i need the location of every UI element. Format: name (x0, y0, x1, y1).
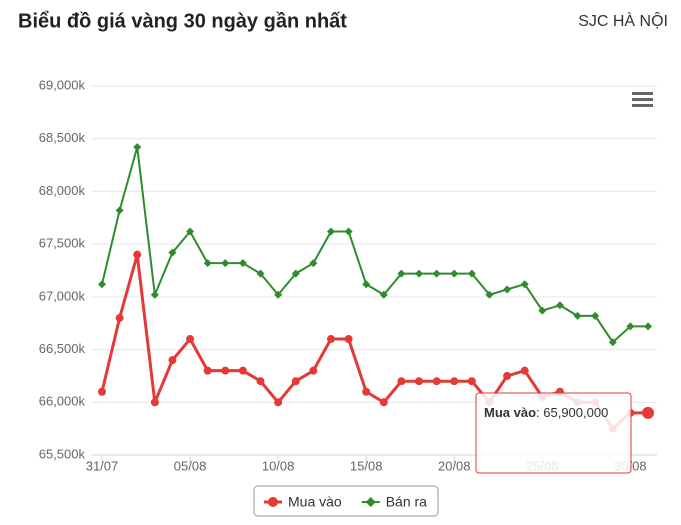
chart-subtitle: SJC HÀ NỘI (578, 11, 668, 30)
tooltip-value: 65,900,000 (543, 405, 608, 420)
point (168, 356, 177, 365)
x-tick-label: 15/08 (350, 458, 383, 473)
point (256, 269, 265, 278)
tooltip-box (475, 392, 632, 474)
point (415, 269, 424, 278)
point (309, 259, 318, 268)
point (520, 366, 529, 375)
point (379, 398, 388, 407)
point (150, 290, 159, 299)
point (344, 227, 353, 236)
point (326, 227, 335, 236)
point (326, 335, 335, 344)
point (362, 387, 371, 396)
x-tick-label: 31/07 (86, 458, 119, 473)
point (379, 290, 388, 299)
point (344, 335, 353, 344)
point (397, 269, 406, 278)
series-line (101, 146, 648, 344)
point (309, 366, 318, 375)
point (203, 259, 212, 268)
menu-bar (632, 92, 653, 95)
y-tick-label: 67,500k (39, 236, 86, 251)
point (98, 387, 106, 396)
point (450, 377, 459, 386)
y-tick-label: 67,000k (39, 288, 86, 303)
x-tick-label: 20/08 (438, 458, 471, 473)
point (432, 377, 441, 386)
point (203, 366, 212, 375)
legend-item[interactable]: Mua vào (264, 494, 342, 510)
point (467, 269, 476, 278)
menu-button[interactable] (630, 90, 656, 110)
point (555, 301, 564, 310)
legend-label: Mua vào (288, 494, 342, 510)
point (221, 259, 230, 268)
point (538, 306, 547, 315)
y-tick-label: 68,500k (39, 130, 86, 145)
point (450, 269, 459, 278)
point (133, 250, 142, 259)
point (238, 259, 247, 268)
x-tick-label: 05/08 (174, 458, 207, 473)
y-tick-label: 66,000k (39, 394, 86, 409)
point (256, 377, 265, 386)
y-tick-label: 65,500k (39, 446, 86, 461)
point (133, 143, 142, 152)
point (591, 311, 600, 320)
point (168, 248, 177, 257)
tooltip-text: Mua vào: 65,900,000 (484, 405, 608, 420)
menu-bar (632, 104, 653, 107)
point (274, 290, 283, 299)
chart-title: Biểu đồ giá vàng 30 ngày gần nhất (18, 10, 347, 32)
point (150, 398, 159, 407)
point (415, 377, 424, 386)
point (362, 280, 371, 289)
point (642, 406, 654, 419)
point (573, 311, 582, 320)
point (644, 322, 652, 331)
tooltip-sep: : (536, 405, 543, 420)
point (186, 335, 195, 344)
point (626, 322, 635, 331)
point (238, 366, 247, 375)
point (186, 227, 195, 236)
point (503, 371, 512, 380)
tooltip-label: Mua vào (484, 405, 536, 420)
point (503, 285, 512, 294)
point (115, 206, 124, 215)
point (291, 377, 300, 386)
point (520, 280, 529, 289)
legend-label: Bán ra (386, 494, 427, 510)
legend-box (253, 485, 439, 517)
y-tick-label: 66,500k (39, 341, 86, 356)
menu-bar (632, 98, 653, 101)
y-tick-label: 69,000k (39, 77, 86, 92)
point (467, 377, 476, 386)
point (397, 377, 406, 386)
point (432, 269, 441, 278)
point (115, 313, 124, 322)
point (608, 338, 617, 347)
y-tick-label: 68,000k (39, 183, 86, 198)
point (365, 497, 376, 507)
x-tick-label: 10/08 (262, 458, 295, 473)
point (98, 280, 106, 289)
point (291, 269, 300, 278)
point (485, 290, 494, 299)
legend-item[interactable]: Bán ra (361, 494, 427, 510)
point (221, 366, 230, 375)
point (274, 398, 283, 407)
point (268, 497, 278, 507)
